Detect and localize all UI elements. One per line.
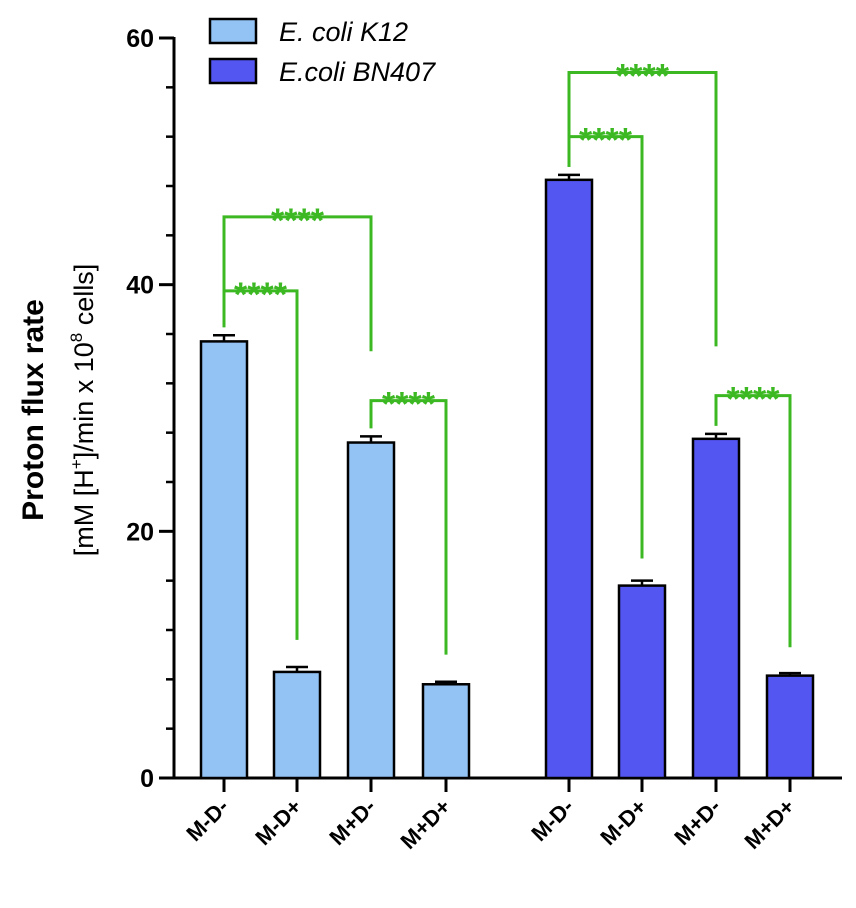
significance-label-4: **** [579, 122, 633, 160]
y-tick-label-40: 40 [126, 272, 154, 300]
bars-group [199, 173, 815, 780]
bar-2-M+D- [691, 437, 741, 780]
bar-1-M+D+ [421, 683, 471, 780]
x-tick-label-M+D-: M+D- [669, 794, 725, 850]
bar-1-M+D- [346, 441, 396, 780]
significance-label-5: **** [616, 58, 670, 96]
x-tick-label-M-D+: M-D+ [595, 794, 651, 850]
legend-swatch-2 [208, 57, 258, 85]
x-tick-label-M+D-: M+D- [324, 794, 380, 850]
y-tick-label-60: 60 [126, 25, 154, 53]
y-units-suffix: cells] [69, 264, 99, 333]
significance-label-6: **** [727, 381, 781, 419]
y-units-prefix: [mM [H [69, 469, 99, 556]
significance-label-2: **** [271, 202, 325, 240]
significance-bracket-2 [222, 215, 373, 352]
significance-bracket-5 [567, 71, 718, 347]
y-axis-units: [mM [H+]/min x 108 cells] [67, 264, 99, 556]
legend-label-1: E. coli K12 [279, 17, 408, 47]
bar-2-M-D- [544, 178, 594, 780]
x-tick-label-M-D-: M-D- [526, 794, 578, 846]
y-units-sup1: + [67, 459, 86, 469]
significance-label-1: **** [234, 276, 288, 314]
y-units-middle: ]/min x 10 [69, 342, 99, 459]
y-units-sup2: 8 [67, 333, 86, 342]
x-tick-label-M+D+: M+D+ [395, 794, 455, 854]
bar-1-M-D+ [272, 670, 322, 780]
x-tick-label-M-D+: M-D+ [250, 794, 306, 850]
bar-1-M-D- [199, 340, 249, 780]
x-tick-label-M-D-: M-D- [181, 794, 233, 846]
significance-bracket-6 [714, 394, 792, 648]
y-tick-label-0: 0 [140, 765, 154, 793]
significance-bracket-3 [369, 399, 448, 655]
bar-2-M-D+ [617, 584, 667, 780]
y-axis-title: Proton flux rate [17, 299, 50, 521]
x-tick-label-M+D+: M+D+ [739, 794, 799, 854]
y-tick-label-20: 20 [126, 518, 154, 546]
bar-2-M+D+ [765, 674, 815, 780]
significance-group: **** **** **** **** **** **** [222, 58, 792, 655]
significance-label-3: **** [382, 386, 436, 424]
legend: E. coli K12 E.coli BN407 [208, 17, 436, 87]
legend-swatch-1 [208, 17, 258, 45]
legend-label-2: E.coli BN407 [279, 57, 436, 87]
